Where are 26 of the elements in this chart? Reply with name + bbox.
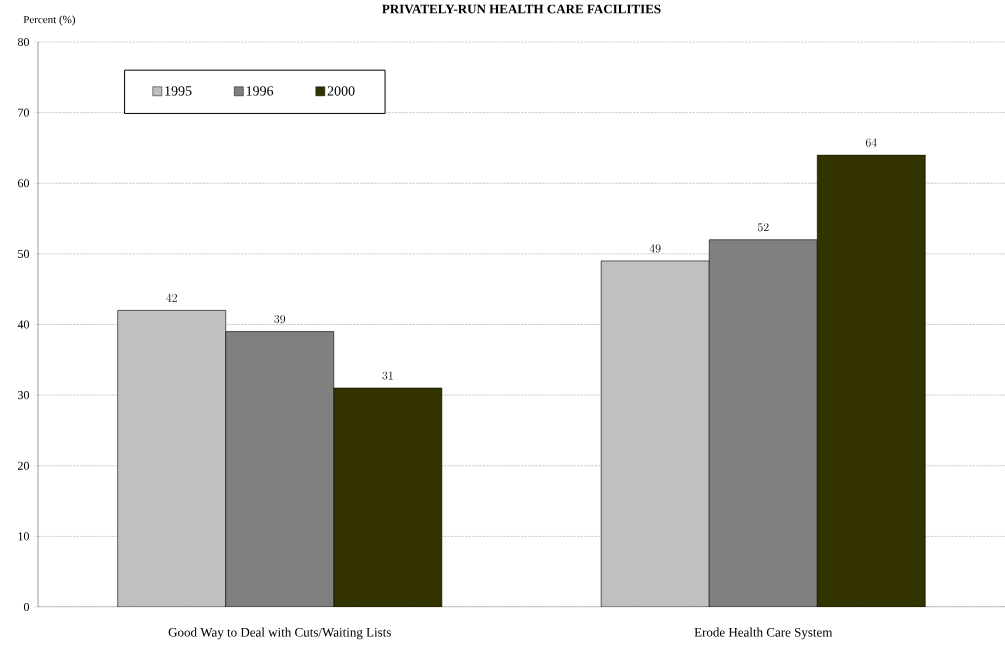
bar — [600, 260, 710, 607]
y-tick-label: 30 — [18, 391, 30, 400]
x-tick-label: Good Way to Deal with Cuts/Waiting Lists — [168, 627, 391, 640]
bar — [117, 310, 226, 607]
x-tick-label: Erode Health Care System — [694, 627, 833, 640]
bar — [333, 388, 442, 607]
legend-label: 2000 — [327, 86, 355, 96]
y-axis-title: Percent (%) — [23, 15, 75, 26]
legend-label: 1995 — [165, 86, 192, 96]
chart-title: PRIVATELY-RUN HEALTH CARE FACILITIES — [382, 4, 661, 14]
data-label: 31 — [382, 371, 393, 380]
y-tick-label: 70 — [18, 108, 30, 117]
y-tick-label: 40 — [17, 320, 30, 329]
y-tick-label: 50 — [18, 249, 30, 258]
data-label: 64 — [865, 138, 877, 147]
bar — [816, 154, 926, 607]
y-tick-label: 80 — [17, 37, 30, 47]
y-tick-label: 60 — [17, 179, 30, 188]
data-label: 49 — [649, 244, 661, 253]
legend-label: 1996 — [246, 86, 274, 96]
data-label: 52 — [757, 223, 769, 232]
data-label: 39 — [274, 314, 286, 324]
y-tick-label: 20 — [18, 461, 30, 470]
y-tick-label: 0 — [23, 602, 30, 612]
y-tick-label: 10 — [18, 532, 30, 541]
data-label: 42 — [166, 293, 177, 302]
